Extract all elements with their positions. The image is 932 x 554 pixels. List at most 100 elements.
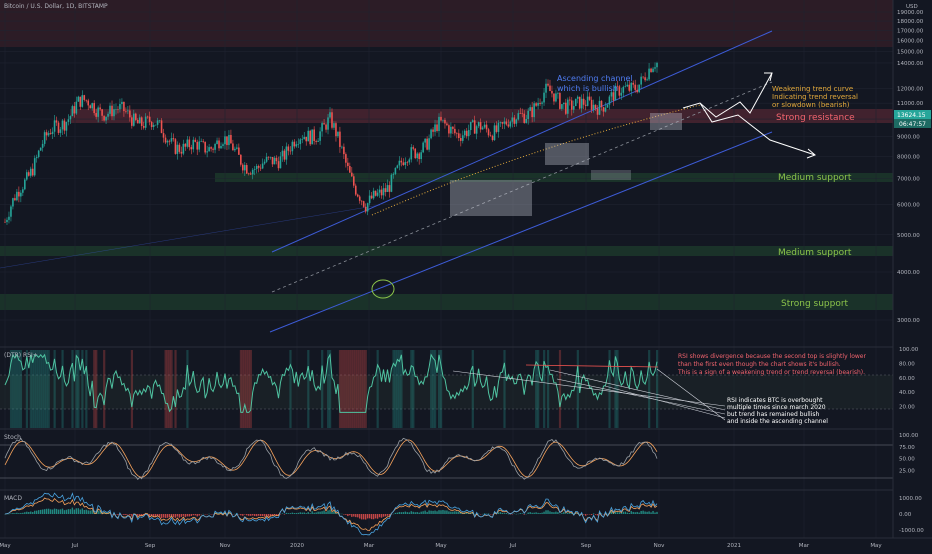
macd-histogram-bar: [642, 511, 643, 514]
candle-body: [403, 162, 405, 165]
macd-histogram-bar: [405, 512, 406, 514]
macd-histogram-bar: [26, 512, 27, 514]
rsi-oversold-highlight: [95, 350, 97, 428]
candle-body: [190, 147, 192, 149]
candle-body: [341, 147, 343, 148]
time-tick-label: Mar: [364, 543, 375, 549]
macd-histogram-bar: [367, 514, 368, 518]
rsi-overbought-highlight: [14, 350, 16, 428]
rsi-divergence-note-line2: than the first even though the chart sho…: [678, 361, 841, 368]
rsi-overbought-highlight: [186, 350, 188, 428]
macd-histogram-bar: [506, 513, 507, 514]
rsi-oversold-highlight: [248, 350, 250, 428]
macd-histogram-bar: [430, 511, 431, 514]
macd-tick-label: 1000.00: [899, 496, 922, 502]
macd-histogram-bar: [377, 514, 378, 519]
candle-body: [652, 69, 654, 72]
macd-histogram-bar: [537, 513, 538, 514]
time-tick-label: Sep: [145, 543, 156, 549]
candle-body: [583, 99, 585, 105]
candle-body: [599, 101, 601, 115]
macd-histogram-bar: [656, 512, 657, 514]
macd-histogram-bar: [62, 509, 63, 514]
candle-body: [278, 161, 280, 168]
candle-body: [68, 119, 70, 122]
consolidation-box-4: [650, 113, 682, 130]
candle-body: [371, 196, 373, 199]
candle-body: [331, 112, 333, 127]
macd-histogram-bar: [306, 513, 307, 514]
rsi-divergence-note-line3: This is a sign of a weakening trend or t…: [677, 369, 865, 376]
rsi-oversold-highlight: [345, 350, 347, 428]
candle-body: [290, 151, 292, 152]
macd-histogram-bar: [14, 513, 15, 514]
rsi-oversold-highlight: [341, 350, 343, 428]
macd-histogram-bar: [597, 514, 598, 515]
candle-body: [244, 165, 246, 170]
price-tick-label: 18000.00: [897, 19, 924, 25]
candle-body: [129, 110, 131, 117]
candle-body: [444, 120, 446, 124]
candle-body: [470, 122, 472, 130]
macd-histogram-bar: [189, 514, 190, 516]
macd-histogram-bar: [426, 512, 427, 514]
candle-body: [44, 132, 46, 144]
candle-body: [472, 120, 474, 122]
macd-histogram-bar: [646, 512, 647, 514]
candle-body: [234, 149, 236, 150]
candle-body: [179, 145, 181, 152]
candle-body: [107, 114, 109, 117]
candle-body: [630, 83, 632, 91]
macd-histogram-bar: [541, 513, 542, 514]
candle-body: [519, 113, 521, 114]
rsi-overbought-highlight: [412, 350, 414, 428]
candle-body: [319, 131, 321, 140]
rsi-oversold-highlight: [174, 350, 176, 428]
macd-histogram-bar: [585, 514, 586, 516]
candle-body: [613, 92, 615, 100]
macd-histogram-bar: [38, 510, 39, 514]
macd-histogram-bar: [80, 509, 81, 514]
macd-histogram-bar: [636, 512, 637, 514]
candle-body: [353, 176, 355, 185]
macd-histogram-bar: [417, 512, 418, 514]
candle-body: [12, 198, 14, 206]
candle-body: [70, 116, 72, 119]
rsi-overbought-highlight: [410, 350, 412, 428]
candle-body: [634, 85, 636, 90]
candle-body: [99, 107, 101, 109]
macd-histogram-bar: [627, 513, 628, 514]
macd-histogram-bar: [524, 514, 525, 515]
candle-body: [248, 174, 250, 175]
macd-histogram-bar: [131, 514, 132, 516]
macd-histogram-bar: [593, 513, 594, 514]
price-tick-label: 7000.00: [897, 177, 920, 183]
candle-body: [355, 186, 357, 195]
candle-body: [607, 105, 609, 108]
candle-body: [642, 77, 644, 78]
candle-body: [656, 63, 658, 67]
candle-body: [147, 117, 149, 118]
candle-body: [628, 85, 630, 91]
candle-body: [299, 139, 301, 144]
candle-body: [624, 86, 626, 87]
macd-histogram-bar: [32, 512, 33, 514]
candle-body: [603, 107, 605, 112]
candle-body: [547, 84, 549, 86]
rsi-oversold-highlight: [339, 350, 341, 428]
rsi-overbought-note-line1: RSI indicates BTC is overbought: [727, 397, 823, 404]
candle-body: [119, 104, 121, 109]
candle-body: [222, 144, 224, 146]
candle-body: [80, 97, 82, 107]
candle-body: [42, 144, 44, 148]
candle-body: [113, 109, 115, 116]
candle-body: [654, 67, 656, 68]
macd-histogram-bar: [187, 514, 188, 516]
candle-body: [307, 131, 309, 141]
macd-histogram-bar: [438, 510, 439, 514]
price-tick-label: 17000.00: [897, 29, 924, 35]
strong-support-label: Strong support: [781, 299, 849, 309]
candle-body: [18, 192, 20, 197]
candle-body: [32, 169, 34, 176]
